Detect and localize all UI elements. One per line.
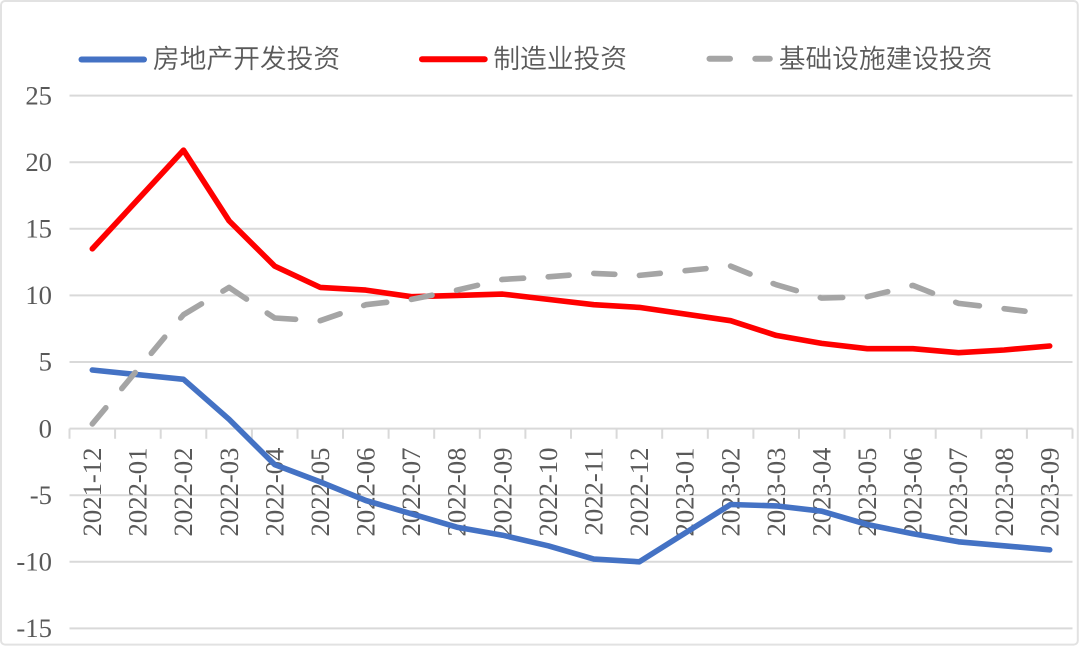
svg-text:25: 25 [25,80,52,110]
svg-text:2022-12: 2022-12 [624,448,654,537]
svg-text:2022-10: 2022-10 [533,448,563,537]
svg-text:20: 20 [25,147,52,177]
svg-text:2023-08: 2023-08 [989,448,1019,537]
svg-text:2022-07: 2022-07 [396,448,426,537]
svg-text:2023-02: 2023-02 [715,448,745,537]
svg-text:2022-01: 2022-01 [123,448,153,537]
svg-text:2022-02: 2022-02 [168,448,198,537]
svg-text:2023-03: 2023-03 [761,448,791,537]
svg-text:2023-09: 2023-09 [1034,448,1064,537]
svg-text:2023-04: 2023-04 [806,448,836,537]
svg-text:0: 0 [39,413,52,443]
svg-text:10: 10 [25,280,52,310]
svg-text:-5: -5 [30,480,52,510]
svg-text:2022-03: 2022-03 [214,448,244,537]
svg-text:2022-05: 2022-05 [305,448,335,537]
svg-text:-15: -15 [16,613,52,643]
svg-text:2022-11: 2022-11 [579,448,609,536]
svg-text:2023-06: 2023-06 [898,448,928,537]
svg-text:5: 5 [39,347,52,377]
svg-text:-10: -10 [16,547,52,577]
svg-text:2022-06: 2022-06 [351,448,381,537]
svg-text:2021-12: 2021-12 [77,448,107,537]
svg-text:2023-07: 2023-07 [943,448,973,537]
svg-text:15: 15 [25,214,52,244]
svg-text:2022-09: 2022-09 [487,448,517,537]
svg-text:2023-01: 2023-01 [670,448,700,537]
